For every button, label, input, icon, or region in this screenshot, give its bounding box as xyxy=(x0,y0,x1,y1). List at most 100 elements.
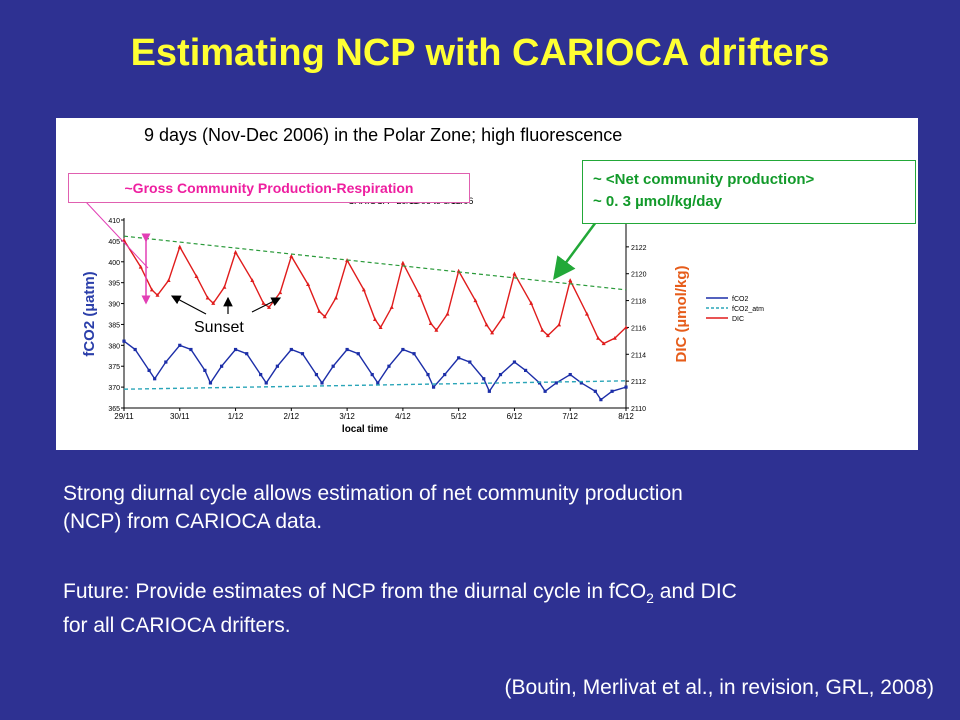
y-left-tick-label: 365 xyxy=(108,406,120,413)
point-fco2 xyxy=(568,372,572,377)
gcp-pointer-line xyxy=(85,201,149,269)
y-left-tick-label: 370 xyxy=(108,385,120,392)
ncp-annotation: ~ <Net community production> ~ 0. 3 µmol… xyxy=(582,160,916,224)
y-right-tick-label: 2114 xyxy=(631,352,646,359)
point-dic xyxy=(306,282,311,287)
point-fco2 xyxy=(233,347,238,352)
point-fco2 xyxy=(543,389,547,393)
y-left-tick-label: 400 xyxy=(108,260,120,267)
point-dic xyxy=(490,330,495,335)
legend-label-dic: DIC xyxy=(732,316,744,323)
x-tick-label: 6/12 xyxy=(507,412,523,421)
point-fco2 xyxy=(220,364,224,368)
point-dic xyxy=(261,301,266,305)
series-line-ncp-trend xyxy=(123,235,627,291)
point-fco2 xyxy=(164,360,168,364)
point-fco2 xyxy=(426,372,430,377)
point-dic xyxy=(289,254,294,258)
point-dic xyxy=(557,322,562,327)
paragraph-future-subscript: 2 xyxy=(646,590,654,607)
point-fco2 xyxy=(178,343,182,347)
y-left-tick-label: 375 xyxy=(108,364,120,371)
y-right-tick-label: 2116 xyxy=(631,325,646,332)
point-dic xyxy=(568,278,573,283)
point-fco2 xyxy=(524,368,528,372)
point-dic xyxy=(529,301,534,305)
x-tick-label: 3/12 xyxy=(339,412,355,421)
y-left-tick-label: 380 xyxy=(108,343,120,350)
point-fco2 xyxy=(208,381,213,385)
point-fco2 xyxy=(189,347,193,352)
x-tick-label: 2/12 xyxy=(284,412,300,421)
point-fco2 xyxy=(259,372,263,377)
legend-label-fco2-atm: fCO2_atm xyxy=(732,306,764,313)
point-fco2 xyxy=(487,389,491,393)
point-fco2 xyxy=(554,381,558,385)
point-dic xyxy=(322,314,327,319)
sunset-arrow-1 xyxy=(170,295,207,315)
point-dic xyxy=(155,293,160,297)
point-dic xyxy=(222,284,227,289)
point-fco2 xyxy=(356,352,360,356)
point-dic xyxy=(205,295,210,300)
y-left-tick-label: 410 xyxy=(108,218,120,225)
x-tick-label: 4/12 xyxy=(395,412,411,421)
point-fco2 xyxy=(264,381,268,385)
point-dic xyxy=(428,321,433,325)
point-fco2 xyxy=(482,377,486,381)
point-fco2 xyxy=(331,364,335,368)
point-fco2 xyxy=(289,347,293,352)
point-fco2 xyxy=(320,381,324,385)
y-right-tick-label: 2118 xyxy=(631,299,646,306)
point-fco2 xyxy=(498,372,503,377)
paragraph-ncp-line-1: Strong diurnal cycle allows estimation o… xyxy=(63,482,683,505)
point-dic xyxy=(612,335,617,340)
sunset-label: Sunset xyxy=(194,319,244,336)
point-dic xyxy=(445,311,450,316)
point-dic xyxy=(333,295,338,300)
point-dic xyxy=(596,335,601,340)
chart-subtitle: 9 days (Nov-Dec 2006) in the Polar Zone;… xyxy=(144,125,623,145)
x-tick-label: 1/12 xyxy=(228,412,244,421)
legend-label-fco2: fCO2 xyxy=(732,296,748,303)
point-fco2 xyxy=(133,347,137,352)
point-fco2 xyxy=(624,385,628,389)
point-dic xyxy=(250,278,255,283)
point-fco2 xyxy=(512,360,517,364)
point-fco2 xyxy=(412,352,416,356)
point-dic xyxy=(267,305,272,309)
point-dic xyxy=(233,250,238,254)
point-fco2 xyxy=(245,352,249,356)
ncp-line-1: ~ <Net community production> xyxy=(593,171,815,188)
ncp-line-2: ~ 0. 3 µmol/kg/day xyxy=(593,193,723,210)
y-left-axis-label: fCO2 (µatm) xyxy=(81,271,98,356)
point-dic xyxy=(624,325,628,330)
y-right-tick-label: 2110 xyxy=(631,406,646,413)
point-dic xyxy=(389,305,394,309)
y-left-tick-label: 390 xyxy=(108,302,120,309)
point-fco2 xyxy=(314,372,319,377)
point-fco2 xyxy=(468,360,472,364)
point-dic xyxy=(540,327,545,332)
point-dic xyxy=(584,311,589,316)
point-dic xyxy=(149,287,154,292)
y-left-tick-label: 385 xyxy=(108,322,120,329)
point-dic xyxy=(484,322,489,327)
point-dic xyxy=(601,341,606,346)
point-dic xyxy=(417,293,422,297)
y-right-tick-label: 2122 xyxy=(631,245,647,252)
y-right-axis-label: DIC (µmol/kg) xyxy=(673,266,690,363)
diurnal-chart: CARIOCA - 29/11/06 to 8/12/0641040540039… xyxy=(81,196,764,435)
x-tick-label: 29/11 xyxy=(114,412,134,421)
point-dic xyxy=(194,274,199,278)
y-left-tick-label: 405 xyxy=(108,239,120,246)
point-dic xyxy=(400,260,405,265)
x-tick-label: 5/12 xyxy=(451,412,467,421)
point-dic xyxy=(378,325,383,330)
point-dic xyxy=(545,333,550,338)
sunset-arrow-3 xyxy=(251,297,282,313)
paragraph-ncp-line-2: (NCP) from CARIOCA data. xyxy=(63,510,323,533)
x-tick-label: 30/11 xyxy=(170,412,190,421)
point-fco2 xyxy=(147,368,151,372)
paragraph-future-line-2: for all CARIOCA drifters. xyxy=(63,614,291,638)
